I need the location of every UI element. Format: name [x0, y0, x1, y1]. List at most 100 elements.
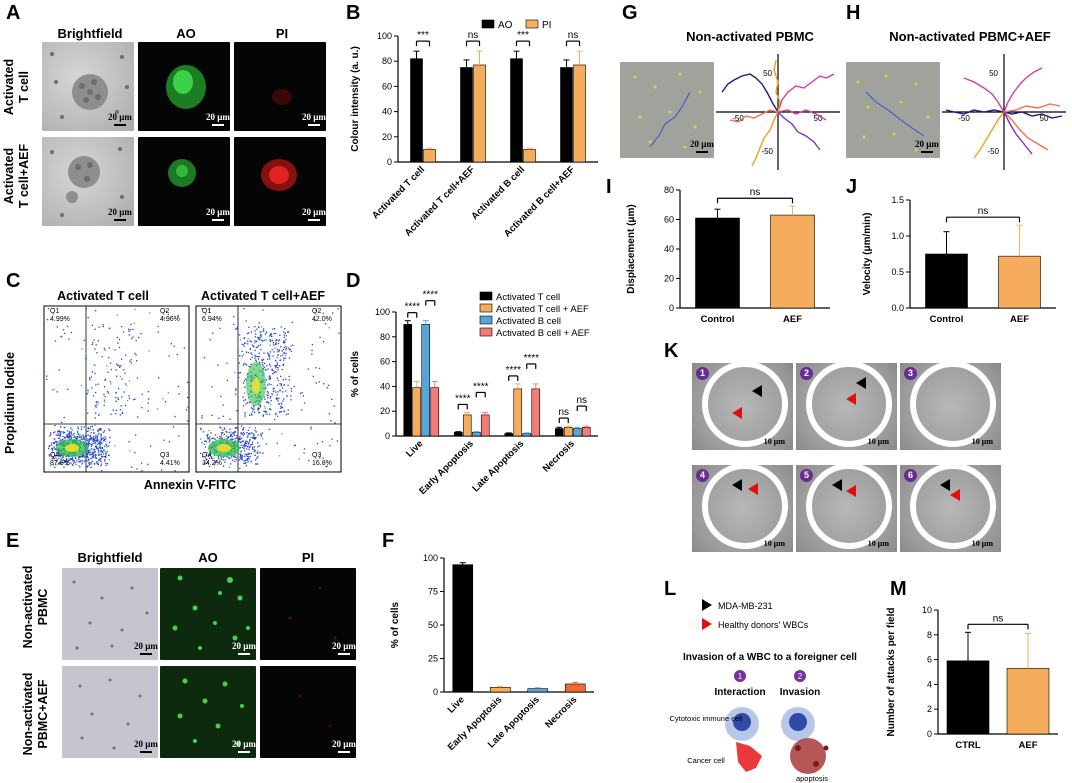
event-dot — [255, 340, 257, 343]
event-dot — [57, 430, 60, 432]
event-dot — [272, 342, 275, 344]
event-dot — [248, 401, 250, 403]
event-dot — [243, 433, 246, 435]
event-dot — [93, 439, 96, 441]
event-dot — [118, 365, 120, 367]
event-dot — [124, 372, 126, 374]
panel-label-g: G — [622, 2, 638, 24]
event-dot — [62, 456, 64, 458]
event-dot — [57, 437, 60, 440]
y-tick-label: 75 — [428, 587, 438, 597]
event-dot — [254, 427, 257, 429]
event-dot — [259, 406, 261, 408]
x-tick-label: Activated B cell — [469, 164, 527, 222]
event-dot — [147, 463, 149, 465]
event-dot — [207, 455, 209, 458]
event-dot — [230, 431, 232, 433]
event-dot — [106, 450, 108, 453]
event-dot — [284, 341, 286, 343]
event-dot — [213, 464, 216, 466]
bar — [460, 67, 473, 163]
event-dot — [229, 457, 231, 460]
event-dot — [63, 426, 66, 429]
trajectory-line — [1003, 111, 1049, 151]
event-dot — [211, 332, 214, 334]
event-dot — [252, 410, 254, 413]
event-dot — [262, 309, 264, 311]
event-dot — [250, 460, 252, 462]
event-dot — [107, 371, 109, 373]
event-dot — [104, 436, 106, 438]
event-dot — [60, 431, 62, 433]
event-dot — [48, 454, 50, 456]
legend-label: Activated B cell + AEF — [496, 328, 590, 339]
event-dot — [207, 437, 209, 440]
panel-label-m: M — [890, 578, 907, 600]
event-dot — [206, 435, 209, 438]
event-dot — [128, 330, 130, 332]
event-dot — [248, 332, 250, 334]
event-dot — [254, 359, 257, 361]
event-dot — [96, 462, 98, 465]
event-dot — [242, 428, 245, 430]
event-dot — [269, 354, 271, 357]
event-dot — [266, 352, 269, 354]
event-dot — [256, 457, 258, 459]
event-dot — [103, 456, 106, 458]
event-dot — [241, 446, 244, 448]
event-dot — [245, 320, 247, 322]
event-dot — [80, 455, 82, 458]
event-dot — [58, 369, 60, 371]
event-dot — [221, 434, 223, 436]
event-dot — [50, 433, 52, 436]
trajectory-line — [1003, 111, 1033, 155]
event-dot — [209, 339, 211, 341]
event-dot — [234, 431, 237, 433]
event-dot — [208, 429, 210, 432]
event-dot — [157, 377, 160, 379]
event-dot — [241, 456, 244, 458]
scale-text: 20 μm — [332, 641, 356, 651]
event-dot — [96, 435, 99, 437]
event-dot — [256, 336, 258, 339]
event-dot — [243, 426, 245, 429]
event-dot — [177, 315, 179, 317]
event-dot — [75, 463, 77, 465]
event-dot — [222, 429, 224, 431]
event-dot — [128, 380, 131, 382]
event-dot — [206, 461, 209, 463]
event-dot — [84, 435, 87, 437]
event-dot — [258, 336, 260, 339]
event-dot — [46, 375, 48, 377]
legend-swatch — [479, 327, 493, 337]
panel-label-c: C — [6, 270, 21, 292]
event-dot — [252, 405, 255, 407]
event-dot — [121, 412, 123, 415]
event-dot — [239, 467, 241, 470]
event-dot — [88, 443, 90, 446]
y-tick-label: 20 — [382, 132, 392, 142]
event-dot — [277, 340, 279, 342]
event-dot — [268, 383, 270, 385]
event-dot — [67, 437, 69, 439]
event-dot — [96, 461, 98, 463]
event-dot — [262, 415, 265, 417]
event-dot — [280, 384, 283, 387]
flow1-q3: Q3 4.41% — [160, 452, 180, 468]
y-axis-label: Number of attacks per field — [886, 608, 897, 737]
event-dot — [310, 426, 312, 428]
event-dot — [278, 455, 281, 457]
y-tick-label: 80 — [382, 56, 392, 66]
event-dot — [223, 427, 226, 429]
significance-label: ns — [576, 395, 587, 406]
event-dot — [222, 404, 224, 406]
event-dot — [290, 350, 293, 353]
event-dot — [226, 431, 228, 433]
event-dot — [243, 342, 246, 345]
event-dot — [253, 345, 255, 347]
event-dot — [214, 461, 217, 463]
event-dot — [71, 459, 73, 461]
event-dot — [211, 437, 213, 440]
frame-number: 1 — [696, 367, 709, 380]
event-dot — [55, 454, 57, 457]
